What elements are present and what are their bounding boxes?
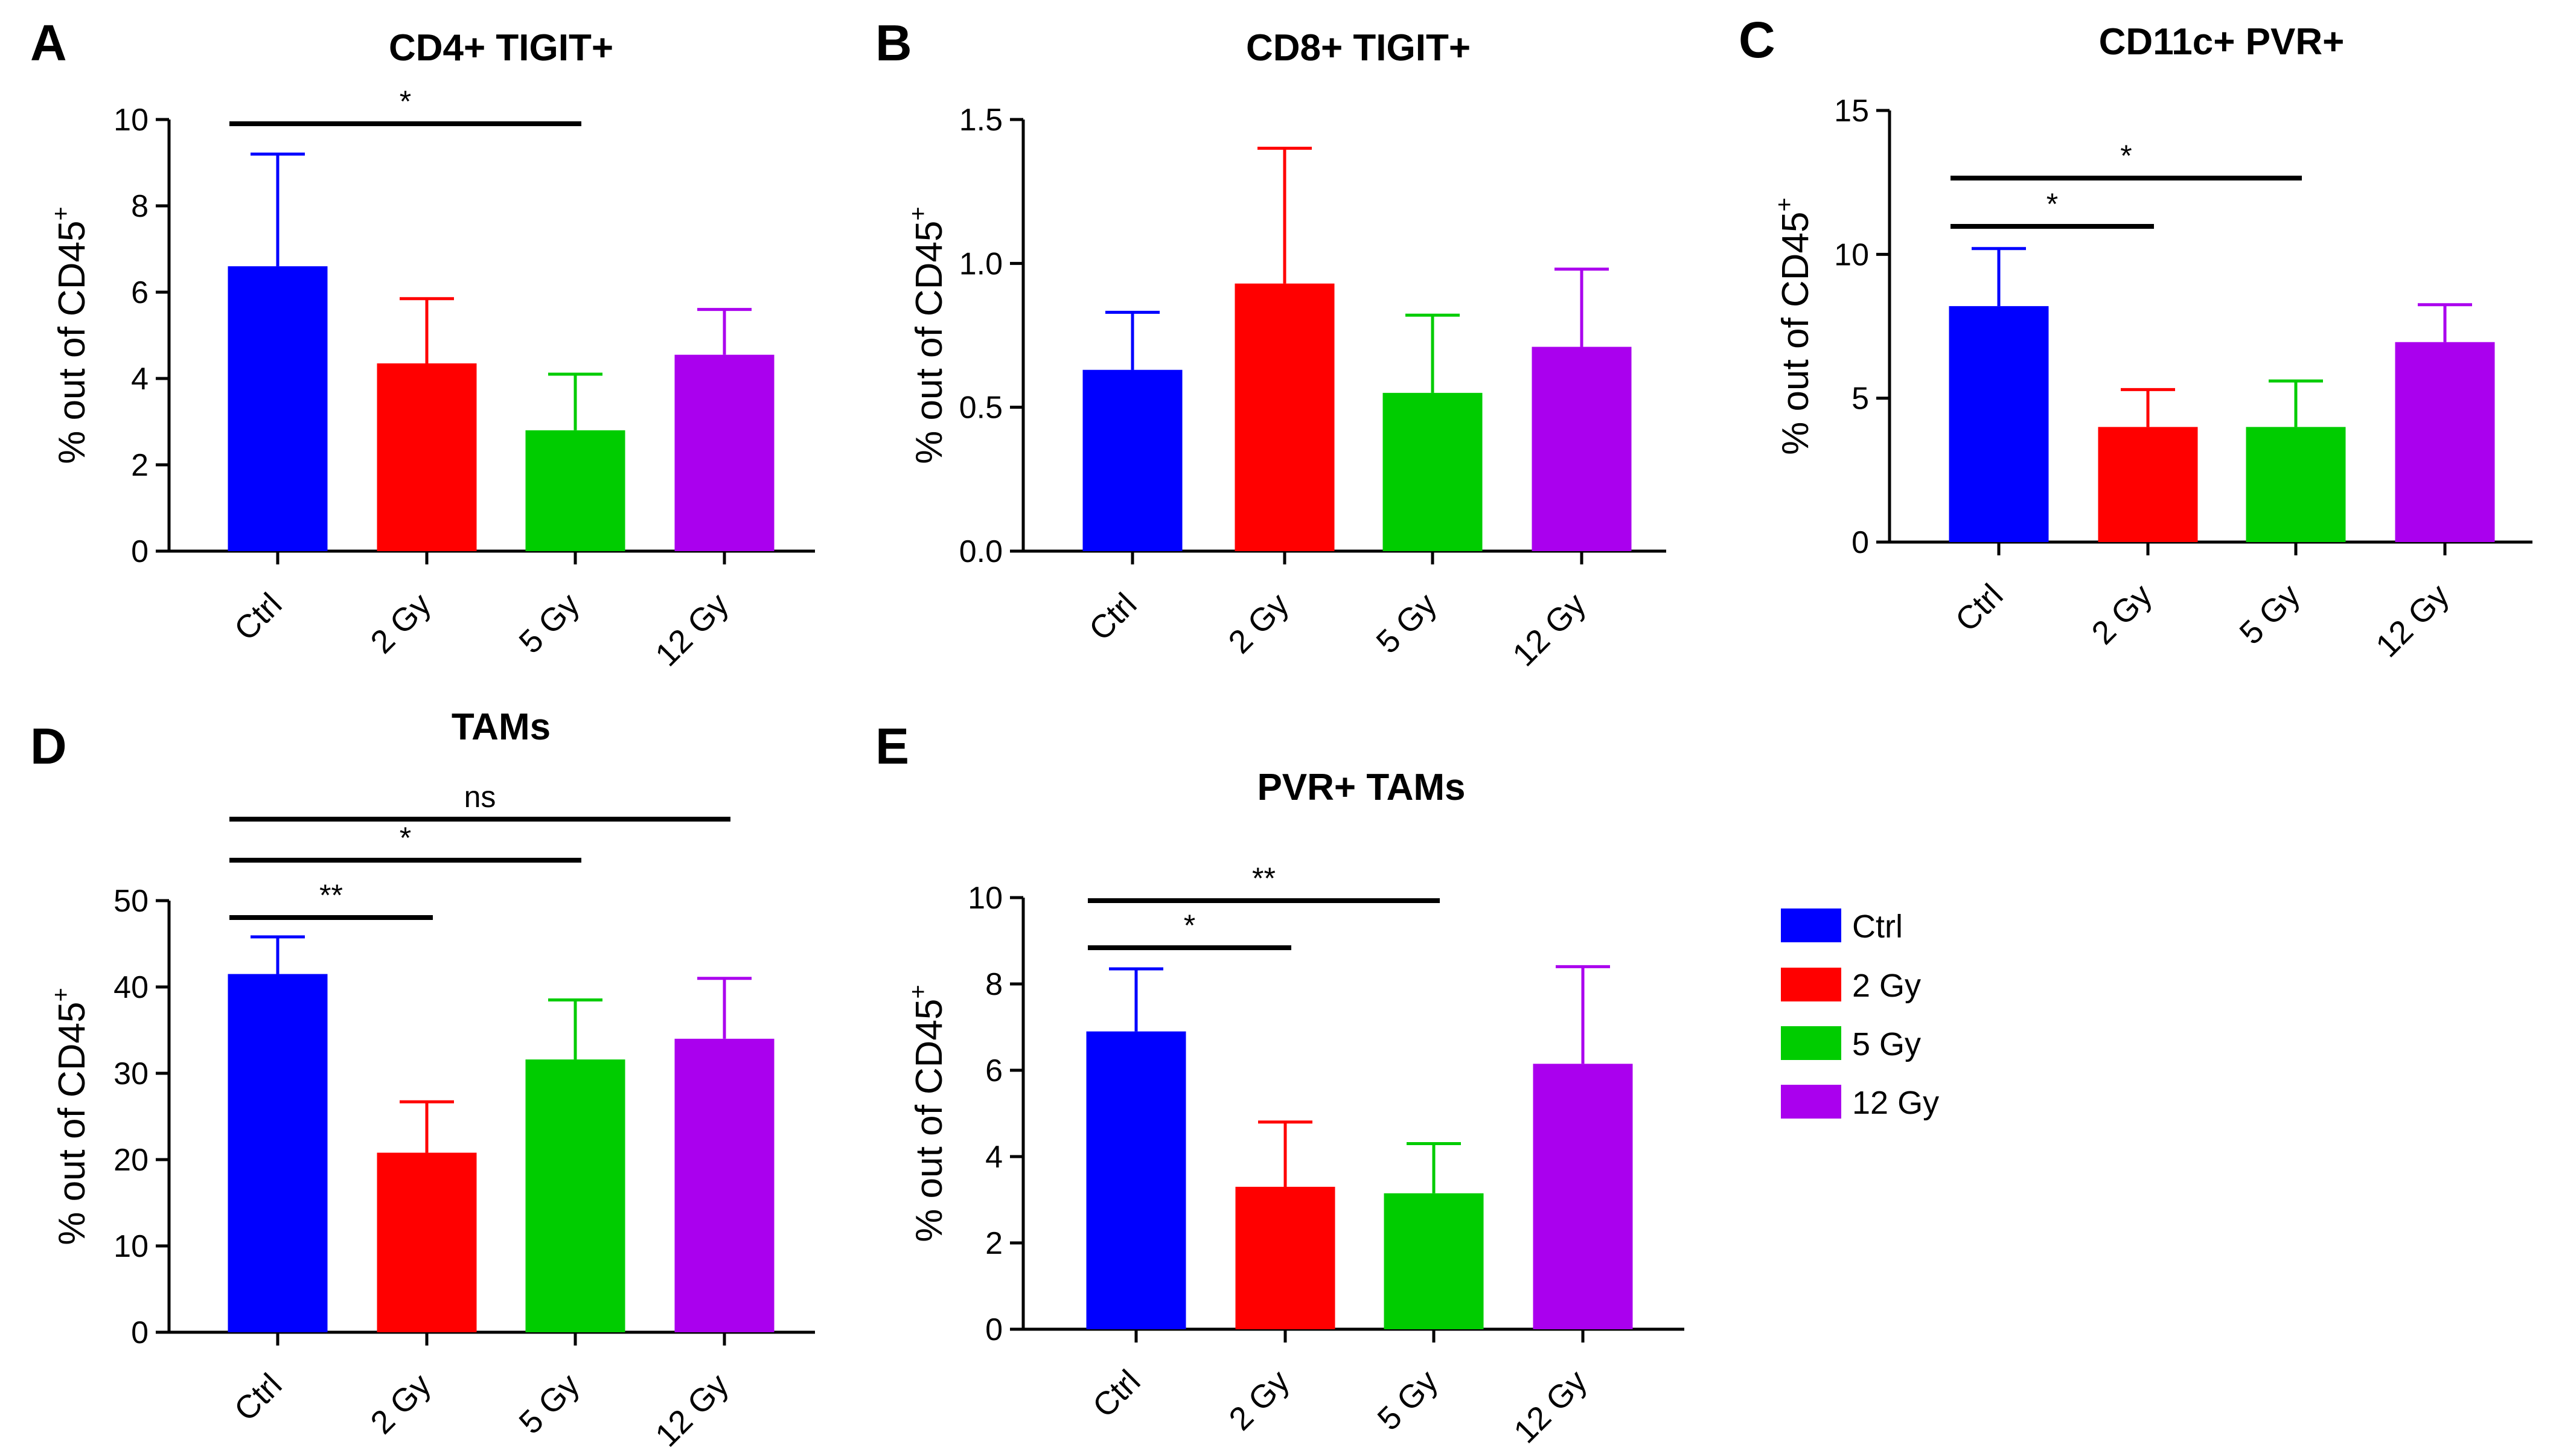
panel-e-bar-5gy xyxy=(1384,1193,1484,1329)
panel-letter-e: E xyxy=(875,718,909,774)
legend: Ctrl 2 Gy 5 Gy 12 Gy xyxy=(1781,908,1939,1121)
panel-b-y-tick-label: 0.5 xyxy=(959,391,1003,426)
panel-d-bar-12gy xyxy=(674,1038,775,1332)
panel-a-bar-5gy xyxy=(525,430,625,551)
panel-e-title: PVR+ TAMs xyxy=(1257,767,1465,808)
panel-a-y-axis-label: % out of CD45+ xyxy=(48,206,93,464)
panel-d-bar-2gy xyxy=(377,1152,477,1332)
legend-label-12gy: 12 Gy xyxy=(1852,1085,1939,1121)
panel-d-y-tick-label: 50 xyxy=(113,884,149,919)
panel-d-y-tick-label: 10 xyxy=(113,1229,149,1264)
panel-b: B CD8+ TIGIT+ 0.0 0.5 1.0 1.5 % out of CD45+… xyxy=(875,14,1666,673)
panel-a-y-tick-label: 2 xyxy=(131,448,149,483)
panel-e-y-axis-label: % out of CD45+ xyxy=(905,985,950,1242)
panel-b-y-axis-label-superscript: + xyxy=(905,206,931,220)
panel-b-plot: 0.00.51.01.5% out of CD45+Ctrl 2 Gy 5 Gy 12… xyxy=(905,103,1666,673)
panel-e-y-tick-label: 6 xyxy=(985,1053,1003,1088)
panel-a-y-tick-label: 6 xyxy=(131,275,149,310)
panel-c-significance-label: * xyxy=(2120,139,2132,173)
panel-d-significance-label: ns xyxy=(464,780,496,814)
legend-swatch-ctrl xyxy=(1781,908,1841,942)
panel-e-y-axis-label-superscript: + xyxy=(905,985,931,998)
panel-e-significance-label: * xyxy=(1184,908,1195,942)
panel-b-bar-5gy xyxy=(1382,392,1483,551)
panel-c-y-axis-label-superscript: + xyxy=(1771,197,1798,211)
panel-c-bar-2gy xyxy=(2098,427,2198,542)
panel-c-y-tick-label: 0 xyxy=(1852,525,1869,560)
panel-c-bar-5gy xyxy=(2246,427,2346,542)
panel-d-y-tick-label: 20 xyxy=(113,1143,149,1178)
panel-b-y-tick-label: 1.0 xyxy=(959,246,1003,281)
panel-b-title: CD8+ TIGIT+ xyxy=(1246,27,1471,69)
panel-letter-c: C xyxy=(1739,11,1775,68)
panel-c-title: CD11c+ PVR+ xyxy=(2099,21,2345,63)
panel-e-y-tick-label: 10 xyxy=(968,881,1003,916)
legend-label-ctrl: Ctrl xyxy=(1852,908,1903,945)
panel-a-y-tick-label: 0 xyxy=(131,534,149,569)
legend-swatch-5gy xyxy=(1781,1026,1841,1060)
panel-b-y-axis-label: % out of CD45+ xyxy=(905,206,950,464)
panel-letter-d: D xyxy=(30,718,67,774)
panel-d-bar-5gy xyxy=(525,1059,625,1332)
panel-a-y-tick-label: 10 xyxy=(113,103,149,138)
panel-d-y-tick-label: 0 xyxy=(131,1315,149,1350)
panel-e-y-tick-label: 4 xyxy=(985,1140,1003,1175)
panel-letter-a: A xyxy=(30,14,67,71)
panel-b-bar-2gy xyxy=(1235,283,1335,551)
panel-d-significance-label: * xyxy=(400,821,411,855)
panel-c-bar-ctrl xyxy=(1949,306,2049,542)
panel-b-bar-12gy xyxy=(1532,346,1632,551)
panel-b-bar-ctrl xyxy=(1082,369,1183,551)
panel-e-bar-12gy xyxy=(1533,1064,1633,1329)
panel-d-y-axis-label: % out of CD45+ xyxy=(48,988,93,1245)
panel-c-y-tick-label: 15 xyxy=(1834,94,1869,129)
panel-c-significance-label: * xyxy=(2046,187,2058,221)
panel-a-bar-2gy xyxy=(377,363,477,551)
panel-e-y-tick-label: 2 xyxy=(985,1226,1003,1261)
panel-e-bar-ctrl xyxy=(1086,1031,1186,1329)
panel-a-y-axis-label-superscript: + xyxy=(48,206,74,220)
panel-c-bar-12gy xyxy=(2395,342,2495,542)
legend-swatch-2gy xyxy=(1781,968,1841,1001)
panel-c-y-tick-label: 10 xyxy=(1834,237,1869,272)
panel-a-title: CD4+ TIGIT+ xyxy=(389,27,613,69)
panel-a-bar-12gy xyxy=(674,354,775,551)
panel-e-y-tick-label: 8 xyxy=(985,967,1003,1002)
panel-c-y-axis-label: % out of CD45+ xyxy=(1771,197,1816,455)
panel-a-y-tick-label: 8 xyxy=(131,189,149,224)
legend-label-5gy: 5 Gy xyxy=(1852,1026,1921,1062)
panel-letter-b: B xyxy=(875,14,912,71)
panel-e-bar-2gy xyxy=(1235,1187,1335,1329)
panel-e-significance-label: ** xyxy=(1252,861,1276,895)
panel-b-y-tick-label: 1.5 xyxy=(959,103,1003,138)
panel-a-y-tick-label: 4 xyxy=(131,362,149,397)
legend-label-2gy: 2 Gy xyxy=(1852,968,1921,1004)
panel-d-significance-label: ** xyxy=(319,878,343,912)
legend-swatch-12gy xyxy=(1781,1085,1841,1119)
panel-e-y-tick-label: 0 xyxy=(985,1312,1003,1347)
panel-b-y-tick-label: 0.0 xyxy=(959,534,1003,569)
panel-d-y-tick-label: 30 xyxy=(113,1056,149,1091)
panel-a-bar-ctrl xyxy=(228,266,328,551)
panel-a-significance-label: * xyxy=(400,85,411,118)
panel-c-y-tick-label: 5 xyxy=(1852,382,1869,417)
panel-d-y-axis-label-superscript: + xyxy=(48,988,74,1001)
panel-d-title: TAMs xyxy=(452,706,551,748)
panel-d-y-tick-label: 40 xyxy=(113,970,149,1005)
panel-d-bar-ctrl xyxy=(228,974,328,1332)
